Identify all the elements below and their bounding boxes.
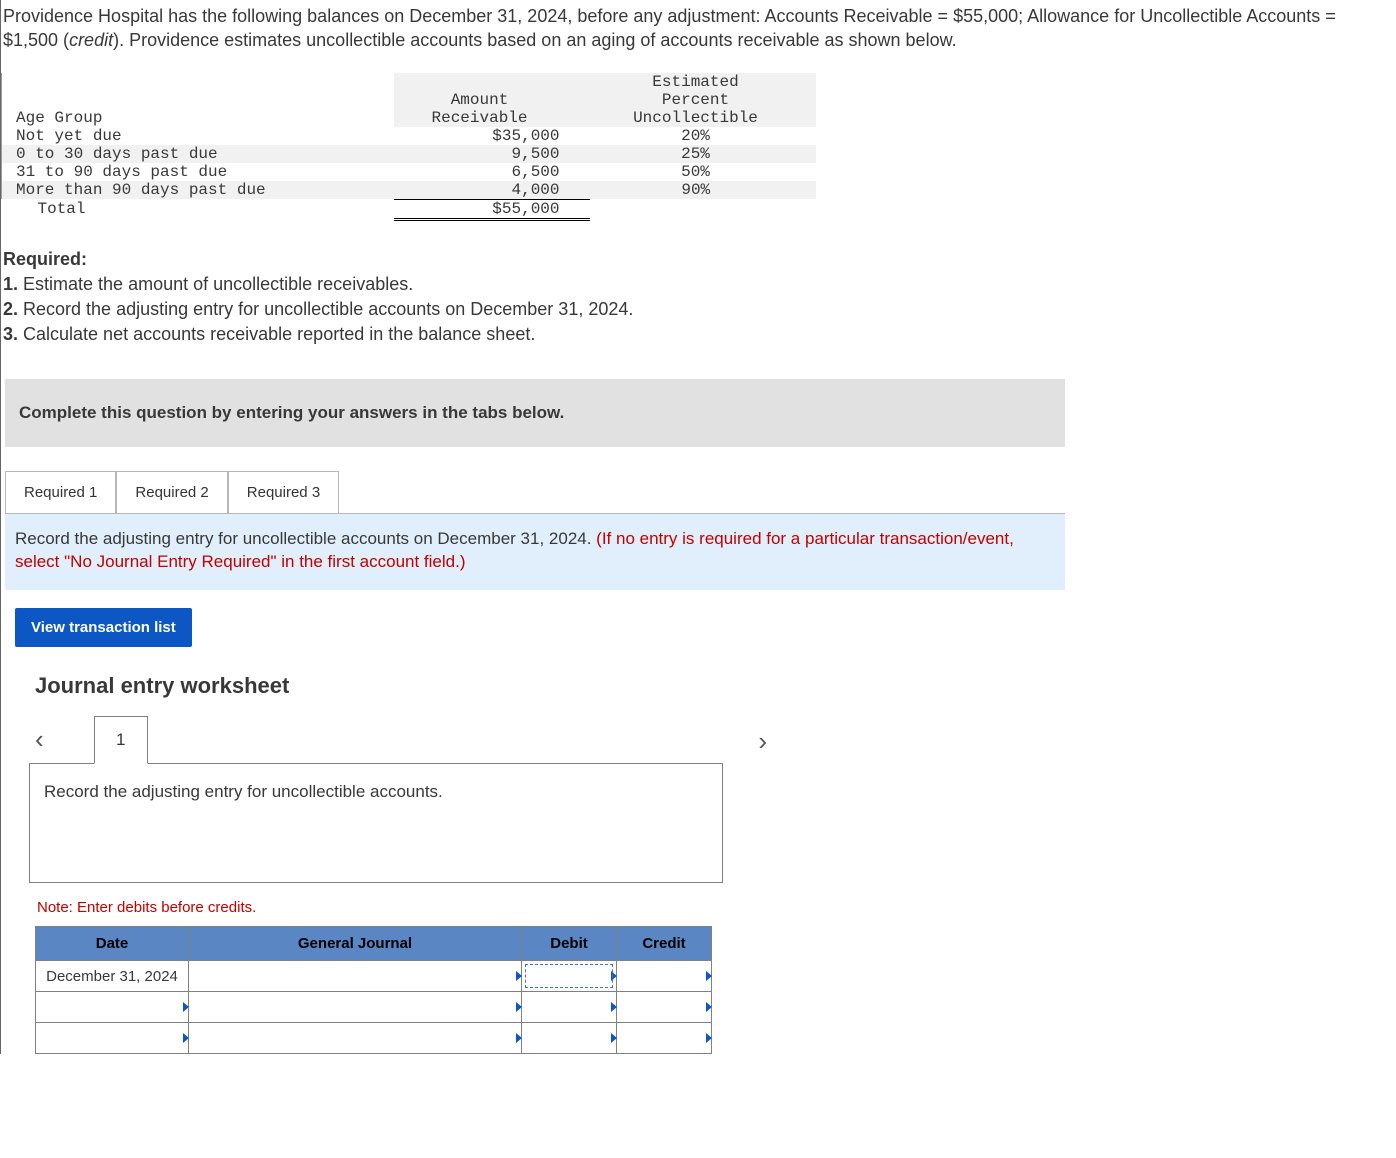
aging-table: Estimated Amount Percent Age Group Recei… [1,73,817,221]
amt-hdr-2: Amount [394,91,590,109]
pct-hdr-2: Percent [590,91,817,109]
aging-row: 31 to 90 days past due6,50050% [2,163,817,181]
aging-row: More than 90 days past due4,00090% [2,181,817,200]
tab-instruction: Record the adjusting entry for uncollect… [5,513,1065,590]
req-3: Calculate net accounts receivable report… [23,324,535,344]
complete-instruction: Complete this question by entering your … [5,379,1065,447]
col-debit: Debit [522,927,617,961]
aging-percent: 90% [590,181,817,200]
debit-cell[interactable] [522,992,617,1023]
col-credit: Credit [617,927,712,961]
aging-percent: 50% [590,163,817,181]
date-cell[interactable]: December 31, 2024 [36,961,189,992]
col-gj: General Journal [189,927,522,961]
debits-before-credits-note: Note: Enter debits before credits. [29,883,749,926]
aging-amount: 6,500 [394,163,590,181]
required-block: Required: 1. Estimate the amount of unco… [1,229,1396,356]
aging-row: Not yet due$35,00020% [2,127,817,145]
prev-arrow-icon[interactable]: ‹ [29,724,62,763]
journal-worksheet-title: Journal entry worksheet [1,647,1396,707]
amt-hdr-3: Receivable [394,109,590,127]
journal-row [36,1023,712,1054]
account-cell[interactable] [189,992,522,1023]
tab-required-3[interactable]: Required 3 [228,471,339,513]
aging-amount: 9,500 [394,145,590,163]
aging-amount: 4,000 [394,181,590,200]
aging-label: 0 to 30 days past due [2,145,394,163]
account-cell[interactable] [189,961,522,992]
date-cell[interactable] [36,992,189,1023]
problem-tail: ). Providence estimates uncollectible ac… [113,30,957,50]
page-tab-1[interactable]: 1 [94,716,148,764]
col-date: Date [36,927,189,961]
aging-percent: 20% [590,127,817,145]
credit-cell[interactable] [617,992,712,1023]
aging-amount: $35,000 [394,127,590,145]
journal-table: Date General Journal Debit Credit Decemb… [35,926,712,1054]
req-2: Record the adjusting entry for uncollect… [23,299,633,319]
view-transaction-list-button[interactable]: View transaction list [15,608,192,647]
tabs-row: Required 1 Required 2 Required 3 [5,471,1396,513]
required-heading: Required: [3,247,1394,272]
debit-cell[interactable] [522,961,617,992]
instr-black: Record the adjusting entry for uncollect… [15,529,596,548]
next-arrow-icon[interactable]: › [740,726,767,757]
pct-hdr-3: Uncollectible [590,109,817,127]
debit-cell[interactable] [522,1023,617,1054]
label-hdr: Age Group [2,109,394,127]
problem-em: credit [69,30,113,50]
problem-statement: Providence Hospital has the following ba… [1,0,1396,67]
journal-row [36,992,712,1023]
date-cell[interactable] [36,1023,189,1054]
aging-label: Not yet due [2,127,394,145]
journal-row: December 31, 2024 [36,961,712,992]
total-label: Total [2,199,394,219]
entry-description: Record the adjusting entry for uncollect… [29,763,723,883]
credit-cell[interactable] [617,1023,712,1054]
total-amount: $55,000 [394,199,590,219]
amt-hdr-1 [394,73,590,91]
credit-cell[interactable] [617,961,712,992]
tab-required-1[interactable]: Required 1 [5,471,116,513]
req-1: Estimate the amount of uncollectible rec… [23,274,413,294]
aging-label: More than 90 days past due [2,181,394,200]
aging-label: 31 to 90 days past due [2,163,394,181]
pct-hdr-1: Estimated [590,73,817,91]
aging-row: 0 to 30 days past due9,50025% [2,145,817,163]
aging-percent: 25% [590,145,817,163]
account-cell[interactable] [189,1023,522,1054]
tab-required-2[interactable]: Required 2 [116,471,227,513]
